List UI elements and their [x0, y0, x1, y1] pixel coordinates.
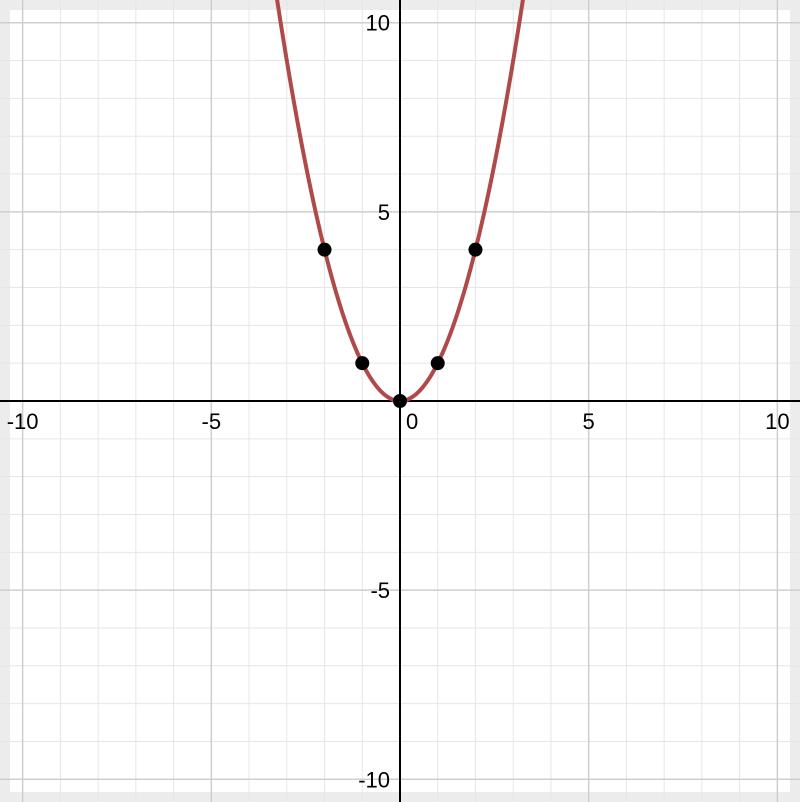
y-tick-label: 5: [378, 200, 390, 225]
x-tick-label: 5: [583, 409, 595, 434]
data-point-3: [431, 356, 445, 370]
data-point-1: [355, 356, 369, 370]
data-point-2: [393, 394, 407, 408]
x-tick-label: -10: [7, 409, 39, 434]
y-tick-label: -10: [358, 767, 390, 792]
data-point-4: [468, 243, 482, 257]
x-tick-label: -5: [202, 409, 222, 434]
x-tick-label: 0: [406, 409, 418, 434]
y-tick-label: 10: [366, 11, 390, 36]
data-point-0: [318, 243, 332, 257]
plot-svg: -10 -5 0 5 10 -10 -5 5 10: [0, 0, 800, 802]
x-tick-label: 10: [765, 409, 789, 434]
y-tick-label: -5: [370, 578, 390, 603]
parabola-chart: -10 -5 0 5 10 -10 -5 5 10: [0, 0, 800, 802]
